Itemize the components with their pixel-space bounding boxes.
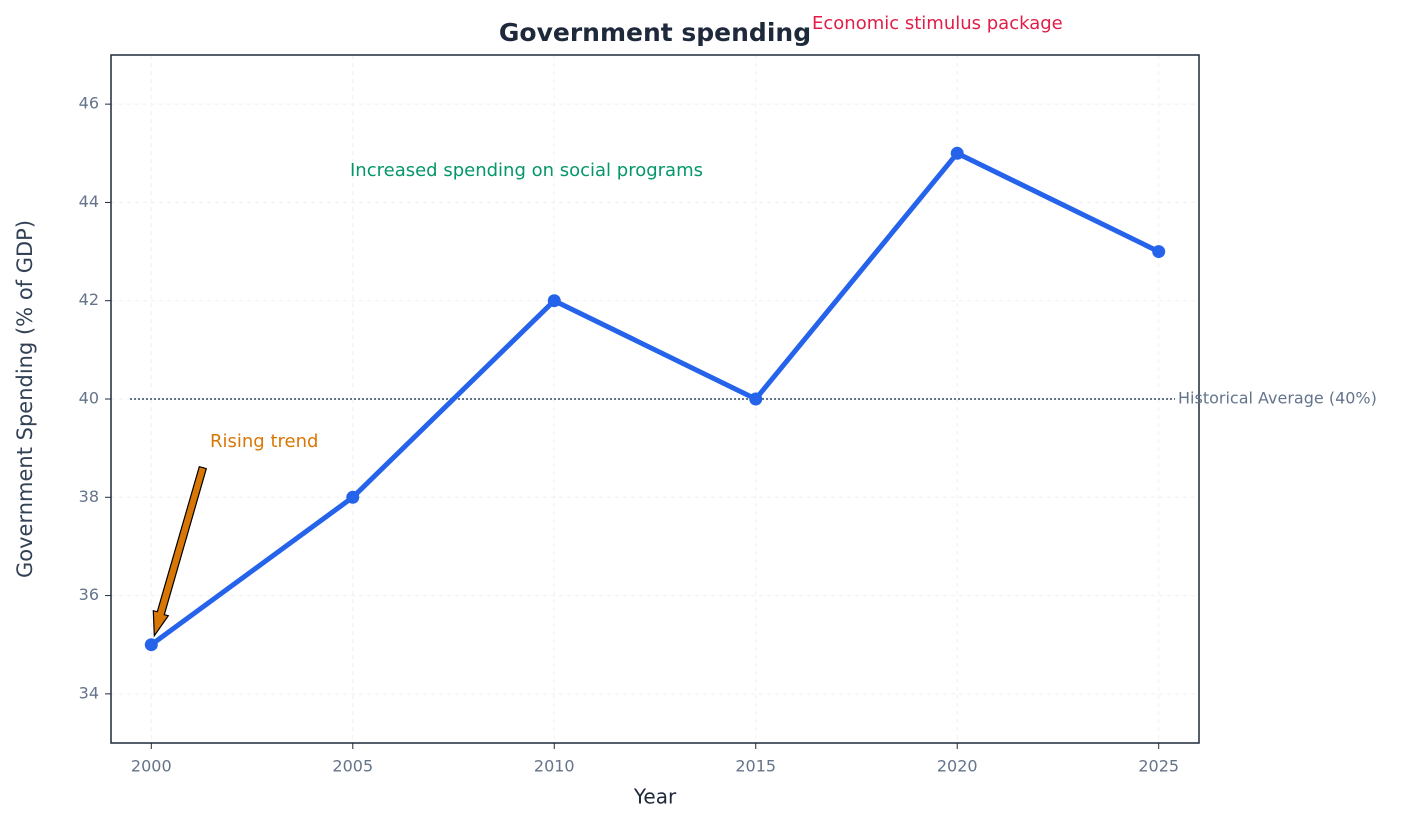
y-tick-label: 44: [79, 192, 99, 211]
x-tick-label: 2015: [735, 757, 776, 776]
point: [547, 294, 561, 308]
annotation-arrow: [152, 465, 208, 638]
x-tick-label: 2020: [937, 757, 978, 776]
y-tick-label: 38: [79, 487, 99, 506]
y-tick-label: 46: [79, 94, 99, 113]
x-tick-label: 2000: [131, 757, 172, 776]
point: [1152, 245, 1166, 259]
y-tick-label: 42: [79, 290, 99, 309]
y-axis-label: Government Spending (% of GDP): [13, 220, 37, 578]
x-tick-label: 2010: [534, 757, 575, 776]
chart-title: Government spending: [499, 18, 811, 47]
y-tick-label: 34: [79, 683, 99, 702]
y-tick-label: 40: [79, 389, 99, 408]
y-tick-label: 36: [79, 585, 99, 604]
x-tick-label: 2025: [1138, 757, 1179, 776]
plot-frame: [110, 54, 1200, 744]
line: [149, 150, 1160, 647]
x-axis-label: Year: [633, 785, 677, 809]
annotation: Increased spending on social programs: [350, 160, 703, 181]
point: [144, 638, 158, 652]
point: [749, 392, 763, 406]
reference-label: Historical Average (40%): [1178, 389, 1377, 408]
point: [950, 146, 964, 160]
x-tick-label: 2005: [332, 757, 373, 776]
annotation: Rising trend: [210, 431, 318, 452]
point: [346, 490, 360, 504]
annotation: Economic stimulus package: [812, 13, 1063, 34]
